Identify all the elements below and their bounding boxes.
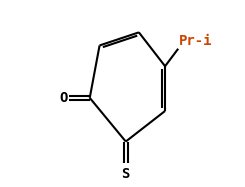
Text: O: O [60, 91, 68, 105]
Text: S: S [122, 167, 130, 181]
Text: Pr-i: Pr-i [179, 34, 213, 48]
